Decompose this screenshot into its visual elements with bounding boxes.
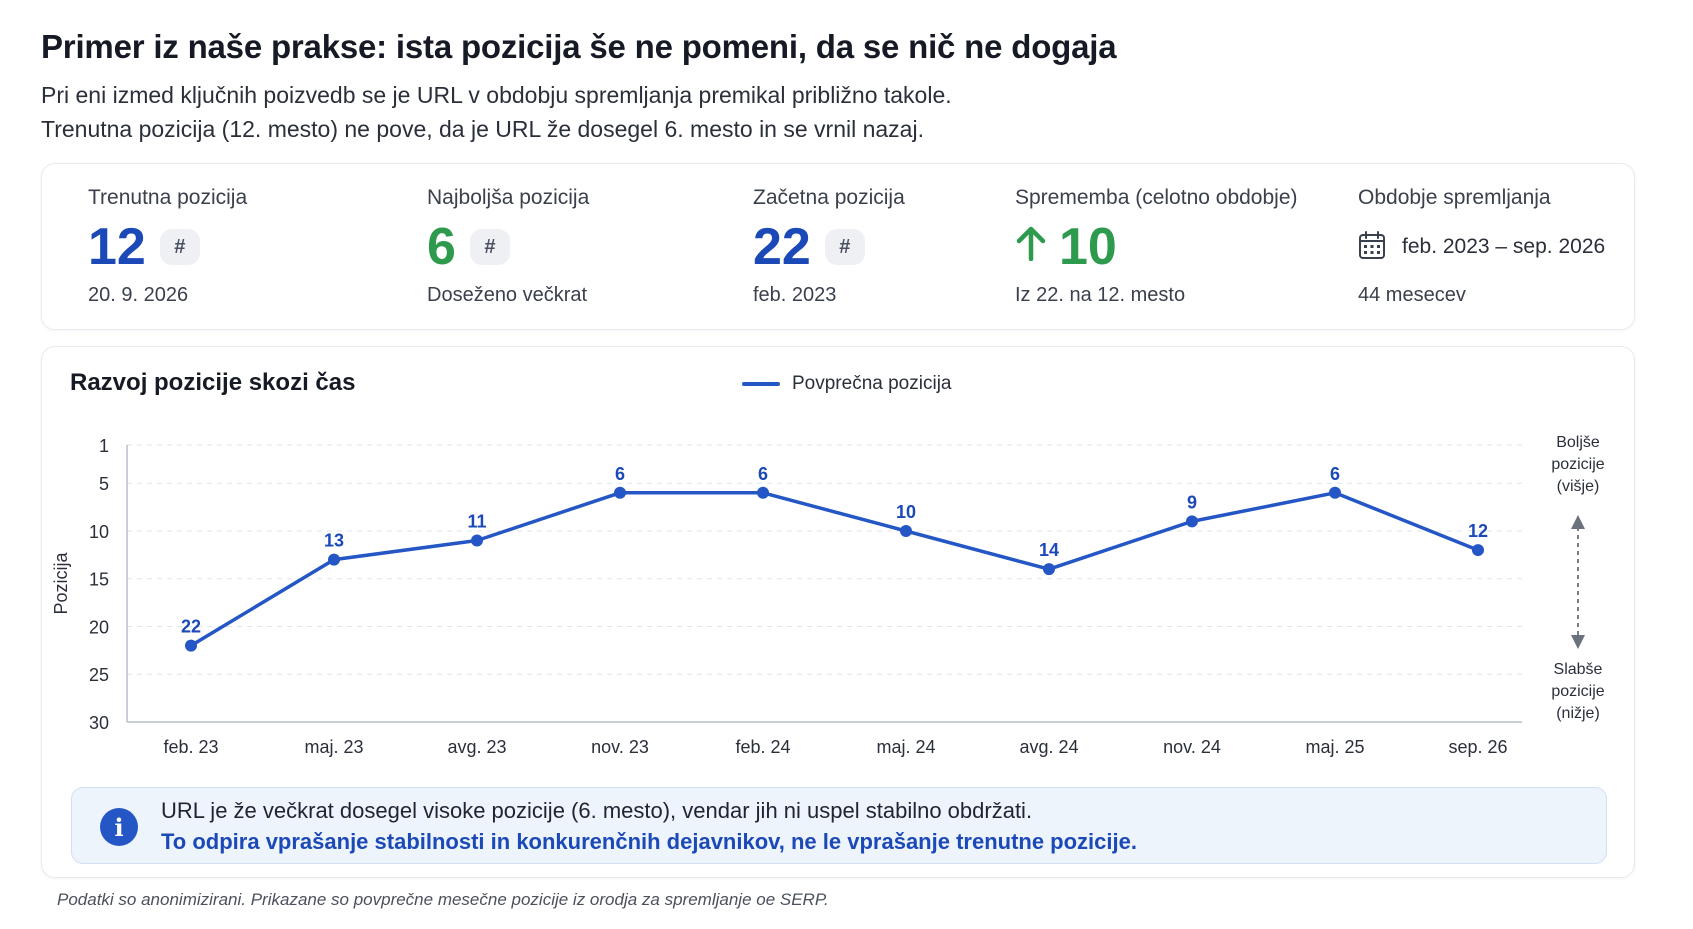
y-tick-label: 30	[89, 713, 109, 733]
stat-period-label: Obdobje spremljanja	[1358, 186, 1551, 209]
data-label: 14	[1039, 540, 1059, 560]
stat-current-position: Trenutna pozicija 12 # 20. 9. 2026	[88, 186, 247, 307]
data-point	[1472, 544, 1484, 557]
data-point	[471, 534, 483, 547]
annotation-worse-text: (nižje)	[1556, 705, 1600, 722]
hash-badge: #	[469, 229, 510, 265]
info-box: i URL je že večkrat dosegel visoke pozic…	[71, 787, 1607, 864]
data-label: 9	[1187, 492, 1197, 512]
stat-period-duration: 44 mesecev	[1358, 284, 1466, 306]
page-title: Primer iz naše prakse: ista pozicija še …	[41, 28, 1117, 65]
data-point	[1043, 563, 1055, 576]
stat-best-note: Doseženo večkrat	[427, 284, 588, 306]
x-tick-label: maj. 25	[1305, 737, 1364, 757]
stats-card: Trenutna pozicija 12 # 20. 9. 2026 Najbo…	[41, 163, 1635, 330]
x-tick-label: nov. 24	[1163, 737, 1221, 757]
stat-start-value: 22	[753, 218, 811, 276]
stat-current-label: Trenutna pozicija	[88, 186, 248, 209]
stat-period: Obdobje spremljanja feb. 2023 – sep. 202…	[1358, 186, 1605, 307]
y-tick-label: 1	[99, 436, 109, 456]
stat-change-note: Iz 22. na 12. mesto	[1015, 284, 1186, 306]
x-tick-label: feb. 24	[735, 737, 790, 757]
stat-current-date: 20. 9. 2026	[88, 284, 189, 306]
stat-best-position: Najboljša pozicija 6 # Doseženo večkrat	[427, 186, 589, 307]
page-subtitle: Pri eni izmed ključnih poizvedb se je UR…	[41, 78, 952, 146]
data-point	[614, 486, 626, 499]
y-tick-label: 5	[99, 474, 109, 494]
arrow-up-head-icon	[1571, 515, 1585, 529]
data-label: 22	[181, 617, 201, 637]
x-tick-label: avg. 24	[1019, 737, 1078, 757]
arrow-up-icon	[1015, 218, 1047, 276]
x-tick-label: maj. 23	[304, 737, 363, 757]
x-tick-label: maj. 24	[876, 737, 935, 757]
stat-change: Sprememba (celotno obdobje) 10 Iz 22. na…	[1015, 186, 1298, 307]
chart-title: Razvoj pozicije skozi čas	[70, 369, 356, 396]
annotation-better-text: (višje)	[1557, 478, 1600, 495]
stat-start-position: Začetna pozicija 22 # feb. 2023	[753, 186, 905, 307]
stat-best-label: Najboljša pozicija	[427, 186, 590, 209]
stat-current-value: 12	[88, 218, 146, 276]
data-point	[185, 639, 197, 652]
stat-period-value: feb. 2023 – sep. 2026	[1402, 235, 1606, 258]
info-icon: i	[100, 808, 138, 846]
x-tick-label: sep. 26	[1448, 737, 1507, 757]
hash-badge: #	[824, 229, 865, 265]
info-highlight: To odpira vprašanje stabilnosti in konku…	[161, 829, 1137, 854]
legend-label: Povprečna pozicija	[792, 373, 952, 394]
annotation-better-text: pozicije	[1551, 456, 1604, 473]
annotation-worse-text: pozicije	[1551, 683, 1604, 700]
subtitle-line-1: Pri eni izmed ključnih poizvedb se je UR…	[41, 82, 952, 108]
footnote: Podatki so anonimizirani. Prikazane so p…	[57, 890, 829, 909]
data-label: 6	[758, 464, 768, 484]
data-label: 12	[1468, 521, 1488, 541]
y-tick-label: 25	[89, 665, 109, 685]
data-point	[1329, 486, 1341, 499]
data-point	[1186, 515, 1198, 528]
subtitle-line-2: Trenutna pozicija (12. mesto) ne pove, d…	[41, 116, 924, 142]
data-point	[328, 553, 340, 566]
data-point	[757, 486, 769, 499]
x-tick-label: feb. 23	[163, 737, 218, 757]
stat-best-value: 6	[427, 218, 456, 276]
stat-change-value: 10	[1059, 218, 1117, 276]
x-tick-label: nov. 23	[591, 737, 649, 757]
y-tick-label: 15	[89, 570, 109, 590]
stat-start-date: feb. 2023	[753, 284, 837, 306]
stat-change-label: Sprememba (celotno obdobje)	[1015, 186, 1298, 209]
chart-card: 1 5 10 15 20 25 30 Pozicija feb. 23 maj. 23 avg. 2…	[41, 346, 1635, 878]
series-line-average-position	[189, 491, 1480, 648]
data-label: 13	[324, 531, 344, 551]
data-label: 11	[467, 512, 486, 532]
stat-start-label: Začetna pozicija	[753, 186, 905, 209]
calendar-icon	[1358, 230, 1386, 265]
legend-swatch	[742, 382, 780, 386]
data-label: 10	[896, 502, 916, 522]
data-point	[900, 524, 912, 537]
y-axis-title: Pozicija	[51, 552, 71, 615]
y-tick-label: 20	[89, 617, 109, 637]
annotation-worse-text: Slabše	[1554, 661, 1603, 678]
x-tick-label: avg. 23	[447, 737, 506, 757]
annotation-better-text: Boljše	[1556, 434, 1600, 451]
data-label: 6	[1330, 464, 1340, 484]
hash-badge: #	[159, 229, 200, 265]
info-text: URL je že večkrat dosegel visoke pozicij…	[161, 798, 1033, 823]
data-label: 6	[615, 464, 625, 484]
chart-legend: Povprečna pozicija	[742, 373, 951, 395]
arrow-down-head-icon	[1571, 635, 1585, 649]
y-tick-label: 10	[89, 522, 109, 542]
